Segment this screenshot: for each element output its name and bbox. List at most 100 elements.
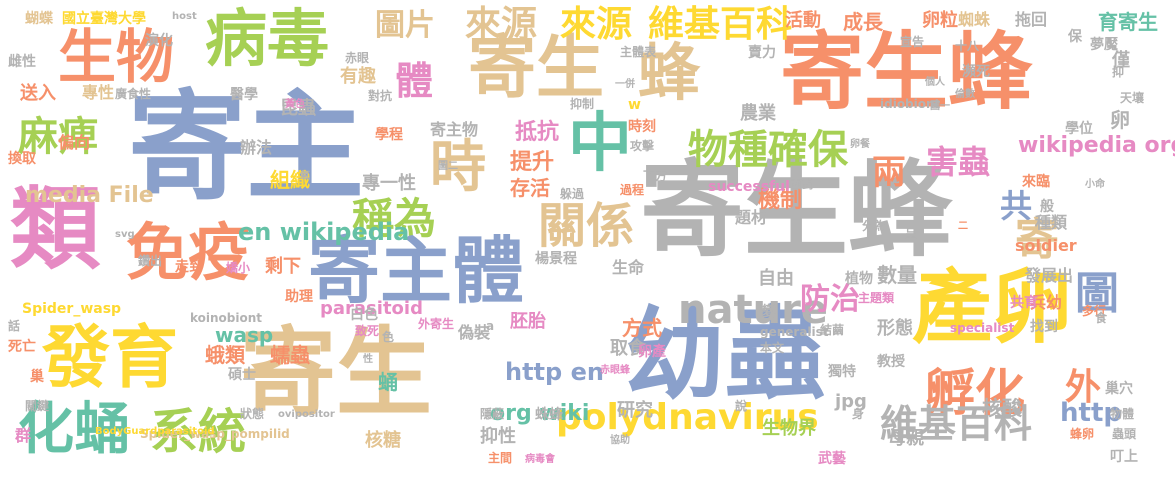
word-181: 氧: [300, 171, 310, 182]
word-47: 寄主物: [430, 120, 479, 139]
word-171: 二: [958, 221, 968, 232]
word-63: 蜘蛛: [958, 10, 991, 29]
word-34: 害蟲: [926, 143, 991, 181]
word-32: 兩: [872, 153, 906, 193]
word-153: 鑽出: [138, 254, 163, 268]
word-125: 主題類: [858, 291, 895, 305]
word-149: 外寄生: [418, 317, 455, 331]
word-43: org wiki: [490, 401, 590, 426]
word-92: 生物界: [762, 418, 816, 439]
word-156: 圖二: [438, 161, 458, 172]
word-39: 外: [1065, 367, 1102, 408]
word-87: 種類: [1035, 213, 1068, 232]
word-118: 夢魘: [1090, 37, 1118, 53]
word-48: 專一性: [362, 173, 416, 194]
word-58: 取食: [610, 338, 646, 359]
word-163: 多行: [1082, 304, 1107, 318]
word-37: http en: [505, 358, 604, 386]
word-124: 主體表: [620, 45, 657, 59]
word-102: 自由: [758, 268, 794, 289]
word-71: 學程: [375, 127, 403, 143]
word-133: 巢: [30, 369, 44, 385]
word-9: 寄生: [468, 29, 605, 108]
word-134: 關鍵: [25, 399, 50, 413]
word-21: 稱為: [352, 194, 437, 243]
word-16: 時: [430, 135, 486, 200]
word-91: 本文: [760, 341, 785, 355]
word-66: 專性: [82, 83, 115, 102]
word-126: 結繭: [820, 323, 845, 337]
word-184: 個人: [925, 77, 945, 88]
word-74: 抑制: [570, 97, 595, 111]
word-175: 病毒會: [525, 454, 555, 465]
word-166: a: [486, 319, 495, 333]
word-162: 呈: [905, 227, 918, 241]
word-68: 偏向: [58, 133, 91, 152]
word-73: 對抗: [368, 89, 393, 103]
word-158: 來臨: [1022, 174, 1050, 190]
word-167: w: [628, 97, 641, 113]
word-132: 群: [15, 426, 32, 445]
word-136: 話: [8, 319, 21, 333]
word-17: 物種確保: [688, 127, 848, 173]
word-130: 蟲頭: [1112, 427, 1137, 441]
word-12: 免疫: [126, 216, 251, 289]
word-2: 寄生蜂: [780, 23, 1033, 121]
word-46: 存活: [510, 176, 550, 200]
word-114: 演化: [145, 33, 173, 49]
word-157: 面對: [790, 177, 815, 191]
word-98: 抑性: [480, 426, 516, 447]
word-20: 關係: [538, 198, 635, 254]
word-60: 卵粒: [922, 10, 958, 31]
word-3: 寄生: [240, 317, 432, 429]
word-178: svg: [115, 229, 135, 240]
word-119: 瀕死: [962, 64, 990, 80]
word-135: 死亡: [8, 339, 36, 355]
word-164: 共育: [1010, 295, 1038, 311]
word-176: 協助: [610, 435, 630, 446]
word-159: 般: [1040, 199, 1054, 215]
word-76: 攻擊: [630, 139, 655, 153]
word-49: 組織: [270, 168, 310, 192]
word-161: 分為: [862, 219, 887, 233]
word-7: 產卵: [912, 261, 1072, 354]
word-51: 剩下: [265, 256, 301, 277]
word-160: 小命: [1085, 179, 1105, 190]
word-42: wikipedia org: [1018, 133, 1175, 158]
word-81: successful: [708, 179, 790, 195]
word-80: idiobiont: [880, 97, 941, 111]
word-62: 活動: [785, 10, 821, 31]
word-84: soldier: [1015, 236, 1077, 255]
word-128: 巢穴: [1105, 381, 1133, 397]
word-154: 嬌小: [226, 261, 251, 275]
word-182: 身: [852, 407, 865, 421]
word-44: 抵抗: [515, 120, 560, 145]
word-41: media File: [25, 183, 154, 208]
word-30: 圖: [1075, 268, 1119, 319]
word-64: 拖回: [1015, 10, 1048, 29]
word-6: 寄主體: [308, 229, 525, 313]
word-186: 倫數: [955, 89, 975, 100]
word-138: 白色: [350, 307, 378, 323]
word-61: 育寄生: [1098, 10, 1158, 34]
word-100: 卵產: [638, 344, 666, 360]
word-72: 辦法: [240, 138, 273, 157]
word-152: 走到: [175, 259, 203, 275]
word-28: 來源: [560, 4, 633, 45]
word-139: 黃色: [285, 99, 305, 110]
word-112: 國立臺灣大學: [62, 11, 146, 27]
word-165: 找到: [1030, 319, 1058, 335]
word-26: 維基百科: [648, 4, 793, 45]
word-13: 中: [568, 107, 632, 181]
word-24: nature: [678, 287, 828, 333]
word-168: 下方: [643, 169, 668, 183]
word-54: 蛾類: [205, 343, 245, 367]
word-137: 色: [382, 330, 395, 344]
word-15: 蜂: [638, 36, 701, 109]
word-89: 形態: [877, 318, 913, 339]
word-35: 防治: [800, 282, 860, 317]
word-27: 圖片: [375, 8, 435, 43]
word-99: jpg: [835, 391, 867, 412]
word-185: 圖一: [930, 101, 950, 112]
word-151: 助理: [285, 289, 313, 305]
